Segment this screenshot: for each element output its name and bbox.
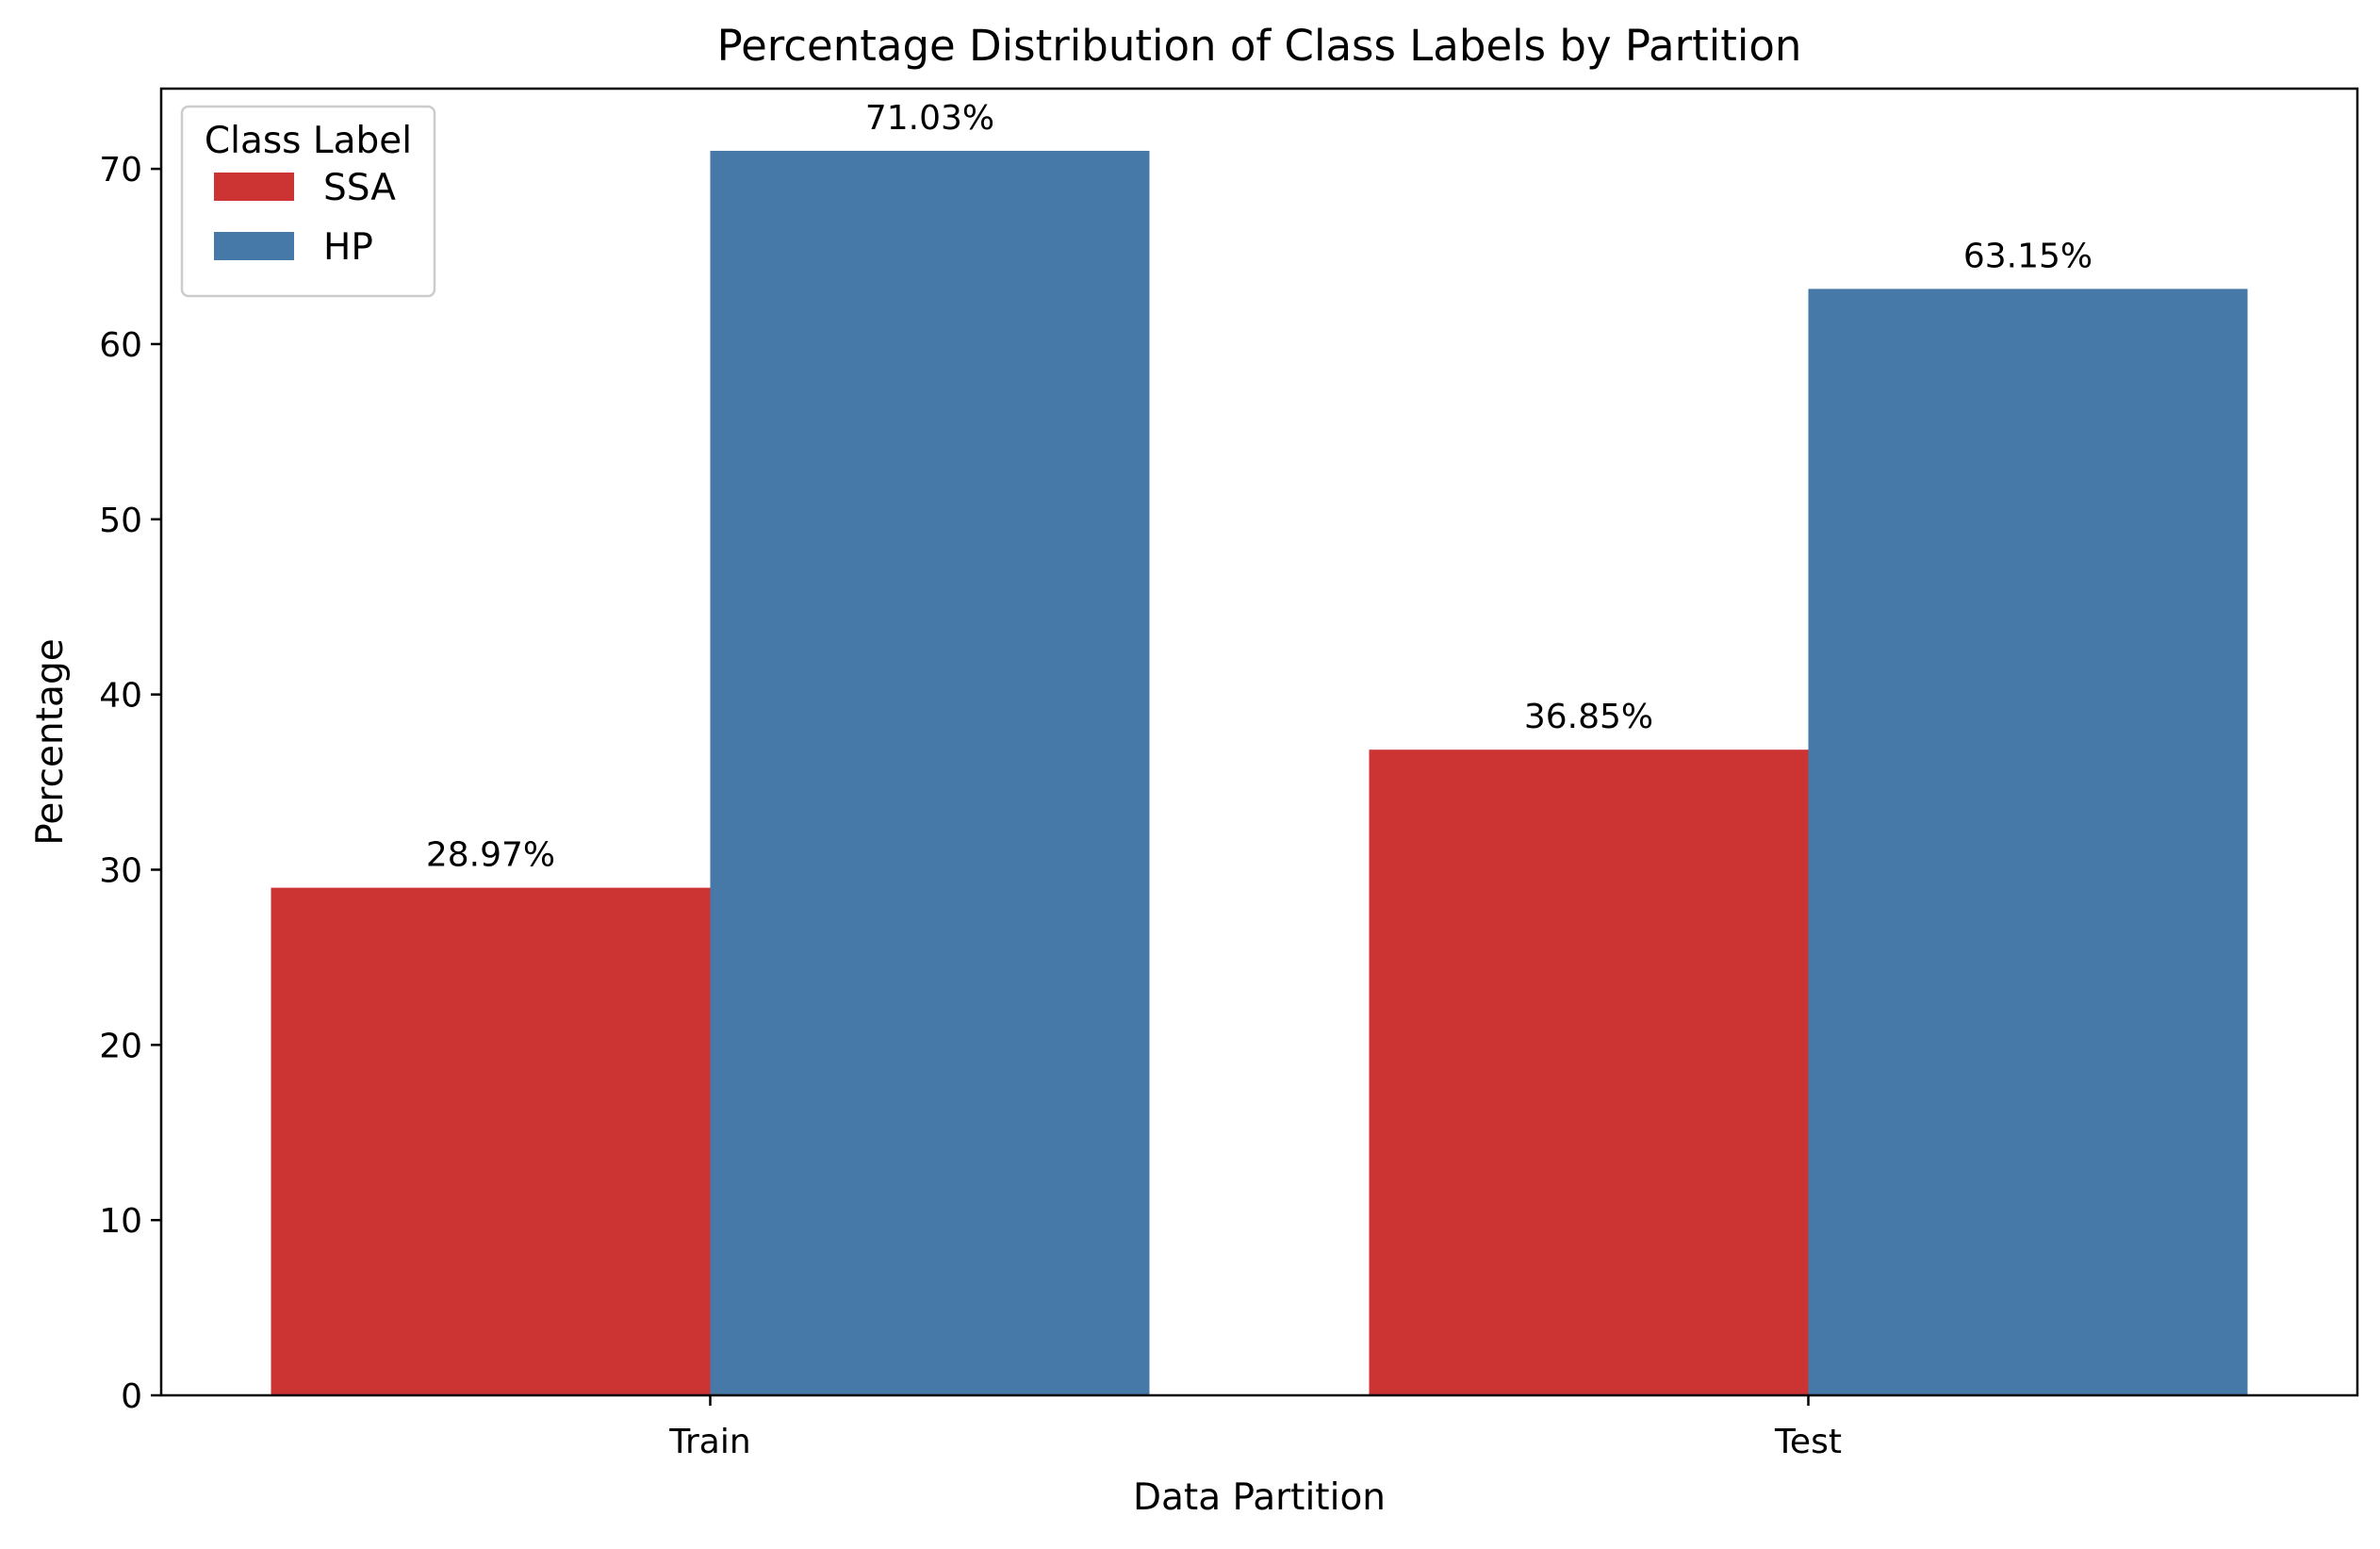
y-axis: 0 10 20 30 40 50 60 70 bbox=[99, 151, 161, 1416]
plot-frame bbox=[159, 87, 2359, 1397]
y-tick-label: 20 bbox=[99, 1027, 142, 1065]
bar-hp-test bbox=[1808, 288, 2248, 1396]
bar-ssa-train bbox=[271, 887, 711, 1395]
legend-swatch-hp bbox=[214, 232, 294, 260]
y-tick-label: 30 bbox=[99, 851, 142, 890]
x-tick-label-test: Test bbox=[1774, 1423, 1842, 1461]
y-axis-label: Percentage bbox=[29, 638, 72, 845]
y-tick-label: 0 bbox=[121, 1377, 142, 1416]
y-tick-label: 50 bbox=[99, 502, 142, 540]
bars-layer bbox=[271, 150, 2248, 1396]
data-label-hp-test: 63.15% bbox=[1963, 237, 2093, 275]
data-label-ssa-train: 28.97% bbox=[426, 836, 555, 875]
data-label-hp-train: 71.03% bbox=[865, 99, 994, 138]
bar-ssa-test bbox=[1369, 750, 1809, 1395]
bar-hp-train bbox=[710, 150, 1150, 1396]
y-tick-label: 60 bbox=[99, 326, 142, 365]
x-axis-label: Data Partition bbox=[1133, 1476, 1386, 1519]
legend: Class Label SSA HP bbox=[180, 105, 436, 298]
y-tick-label: 40 bbox=[99, 677, 142, 716]
x-tick-label-train: Train bbox=[668, 1423, 750, 1461]
data-label-ssa-test: 36.85% bbox=[1524, 698, 1653, 736]
chart-title: Percentage Distribution of Class Labels … bbox=[717, 21, 1802, 71]
legend-items: SSA HP bbox=[214, 167, 396, 269]
legend-title: Class Label bbox=[205, 120, 412, 162]
y-tick-label: 70 bbox=[99, 151, 142, 190]
data-labels-layer: 28.97% 36.85% 71.03% 63.15% bbox=[426, 99, 2093, 875]
legend-swatch-ssa bbox=[214, 173, 294, 201]
legend-label-hp: HP bbox=[323, 226, 373, 269]
legend-label-ssa: SSA bbox=[323, 167, 396, 209]
y-tick-label: 10 bbox=[99, 1202, 142, 1241]
x-axis: Train Test bbox=[668, 1395, 1842, 1461]
